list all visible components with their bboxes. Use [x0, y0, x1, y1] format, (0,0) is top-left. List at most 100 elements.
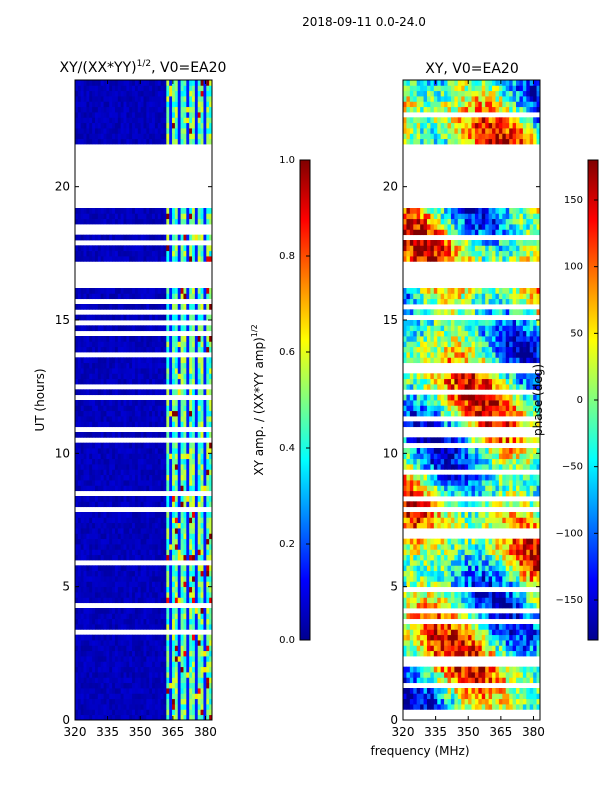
heatmap-cell [406, 597, 411, 604]
heatmap-cell [194, 90, 199, 97]
heatmap-cell [77, 645, 82, 652]
heatmap-cell [416, 613, 421, 620]
heatmap-cell [189, 704, 193, 710]
heatmap-cell [86, 709, 90, 716]
heatmap-cell [137, 549, 142, 556]
heatmap-cell [152, 624, 156, 630]
heatmap-cell [120, 448, 124, 454]
heatmap-cell [123, 400, 127, 406]
heatmap-cell [169, 682, 173, 689]
heatmap-cell [143, 304, 147, 310]
heatmap-cell [169, 357, 173, 364]
heatmap-cell [126, 522, 130, 529]
heatmap-cell [143, 469, 147, 476]
heatmap-cell [134, 709, 139, 716]
heatmap-cell [197, 688, 201, 694]
heatmap-cell [189, 645, 193, 652]
heatmap-cell [468, 704, 472, 710]
heatmap-cell [474, 704, 479, 710]
heatmap-cell [80, 474, 84, 481]
heatmap-cell [129, 645, 133, 652]
heatmap-cell [154, 314, 159, 321]
heatmap-cell [86, 421, 90, 428]
heatmap-cell [132, 448, 136, 454]
heatmap-cell [94, 373, 99, 380]
heatmap-cell [526, 650, 531, 657]
heatmap-cell [180, 106, 184, 113]
heatmap-cell [522, 576, 527, 582]
heatmap-cell [103, 213, 107, 220]
heatmap-cell [86, 304, 90, 310]
heatmap-cell [83, 698, 87, 705]
heatmap-cell [474, 597, 479, 604]
heatmap-cell [200, 314, 204, 321]
heatmap-cell [194, 565, 199, 572]
heatmap-cell [152, 672, 156, 678]
heatmap-cell [140, 533, 144, 540]
heatmap-cell [75, 341, 79, 348]
heatmap-cell [437, 565, 442, 572]
heatmap-cell [174, 634, 179, 641]
heatmap-cell [109, 405, 113, 412]
heatmap-cell [177, 96, 181, 102]
heatmap-cell [83, 362, 87, 369]
heatmap-cell [160, 474, 164, 481]
heatmap-cell [180, 458, 184, 465]
heatmap-cell [189, 106, 193, 113]
heatmap-cell [174, 234, 179, 241]
heatmap-cell [189, 576, 193, 582]
heatmap-cell [450, 602, 455, 609]
heatmap-cell [140, 624, 144, 630]
heatmap-cell [126, 608, 130, 614]
heatmap-cell [533, 666, 537, 673]
heatmap-cell [174, 512, 179, 518]
heatmap-cell [86, 314, 90, 321]
heatmap-cell [203, 496, 207, 502]
heatmap-cell [129, 565, 133, 572]
heatmap-cell [80, 421, 84, 428]
heatmap-cell [183, 709, 187, 716]
heatmap-cell [109, 432, 113, 438]
heatmap-cell [197, 90, 201, 97]
heatmap-cell [132, 208, 136, 214]
heatmap-cell [206, 549, 210, 556]
heatmap-cell [492, 570, 496, 577]
heatmap-cell [75, 528, 79, 534]
heatmap-cell [109, 96, 113, 102]
heatmap-cell [203, 554, 207, 561]
heatmap-cell [174, 346, 179, 353]
heatmap-cell [180, 480, 184, 486]
heatmap-cell [474, 672, 479, 678]
heatmap-cell [152, 400, 156, 406]
heatmap-cell [505, 570, 510, 577]
heatmap-cell [426, 650, 431, 657]
heatmap-cell [172, 288, 176, 294]
heatmap-cell [163, 608, 167, 614]
heatmap-cell [533, 698, 537, 705]
heatmap-cell [423, 666, 428, 673]
heatmap-cell [174, 501, 179, 508]
heatmap-cell [152, 250, 156, 257]
heatmap-cell [114, 304, 119, 310]
heatmap-cell [183, 357, 187, 364]
heatmap-cell [440, 677, 445, 684]
heatmap-cell [132, 570, 136, 577]
heatmap-cell [180, 448, 184, 454]
heatmap-cell [209, 336, 213, 342]
heatmap-cell [120, 122, 124, 129]
heatmap-cell [109, 581, 113, 588]
heatmap-cell [146, 234, 150, 241]
heatmap-cell [126, 112, 130, 118]
heatmap-cell [140, 336, 144, 342]
heatmap-cell [157, 672, 162, 678]
heatmap-cell [120, 90, 124, 97]
heatmap-cell [194, 469, 199, 476]
heatmap-cell [457, 640, 462, 646]
heatmap-cell [157, 693, 162, 700]
heatmap-cell [177, 117, 181, 124]
heatmap-cell [109, 213, 113, 220]
heatmap-cell [194, 682, 199, 689]
heatmap-cell [117, 336, 122, 342]
heatmap-cell [492, 698, 496, 705]
heatmap-cell [409, 650, 414, 657]
